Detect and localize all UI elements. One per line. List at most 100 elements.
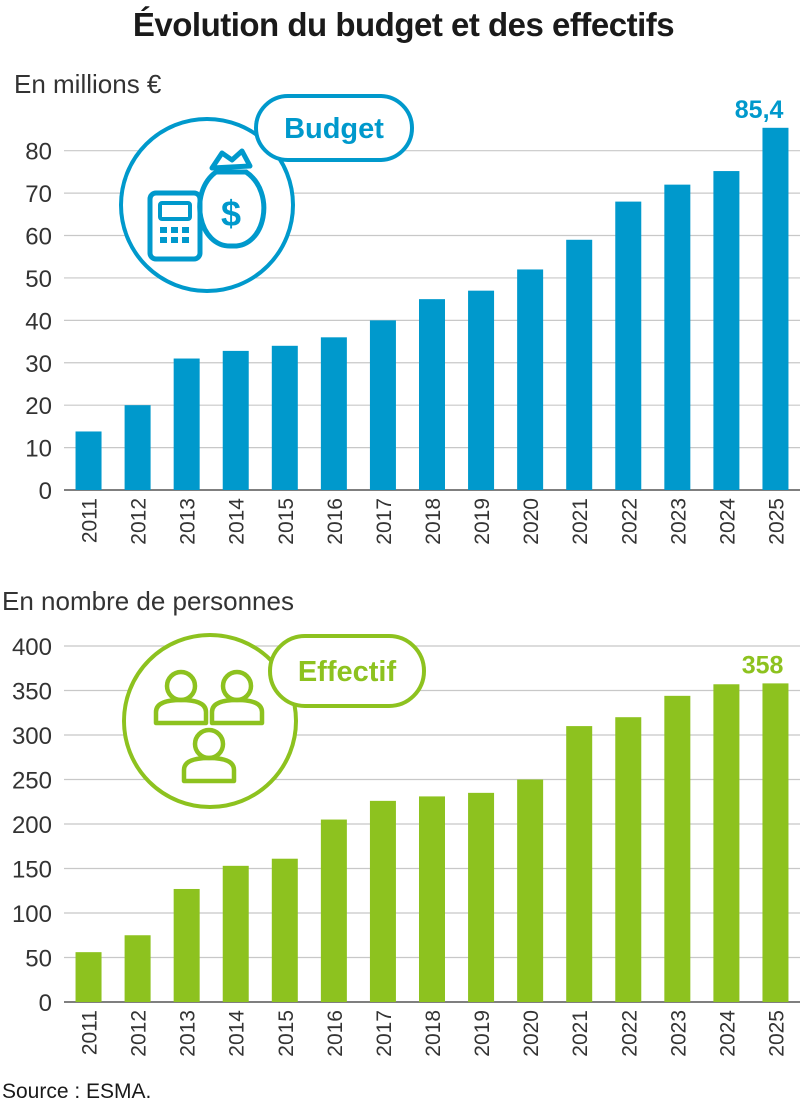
- staff-x-tick-label: 2019: [471, 1010, 494, 1057]
- budget-y-tick-label: 40: [25, 308, 52, 335]
- budget-x-tick-label: 2014: [226, 498, 249, 545]
- budget-badge-label: Budget: [284, 113, 384, 145]
- staff-y-tick-label: 200: [12, 812, 52, 839]
- staff-x-tick-label: 2011: [79, 1010, 102, 1055]
- staff-x-tick-label: 2015: [275, 1010, 298, 1057]
- staff-y-tick-label: 150: [12, 857, 52, 884]
- budget-y-tick-label: 60: [25, 224, 52, 251]
- staff-y-tick-label: 300: [12, 723, 52, 750]
- budget-bar: [419, 299, 445, 490]
- budget-x-ticks: 2011 2012 2013 2014 2015 2016 2017 2018 2019 2020…: [79, 498, 789, 545]
- budget-bar: [566, 239, 593, 490]
- staff-chart: En nombre de personnes 358 0 50 100 150 200 2…: [2, 586, 800, 1057]
- budget-value-label: 85,4: [735, 96, 784, 124]
- staff-badge-label: Effectif: [298, 656, 397, 688]
- budget-bars: 85,4: [75, 96, 789, 490]
- staff-bar: [762, 683, 789, 1002]
- budget-chart: En millions € 85,4 0 10 20 30 40 50 60 70 80 201…: [14, 69, 800, 545]
- budget-y-tick-label: 30: [25, 351, 52, 378]
- budget-bar: [124, 405, 151, 490]
- budget-x-tick-label: 2023: [667, 498, 690, 545]
- staff-x-tick-label: 2022: [618, 1010, 641, 1057]
- budget-unit-label: En millions €: [14, 69, 162, 99]
- budget-y-tick-label: 70: [25, 181, 52, 208]
- staff-y-tick-label: 50: [25, 946, 52, 973]
- budget-x-tick-label: 2015: [275, 498, 298, 545]
- staff-x-tick-label: 2025: [765, 1010, 788, 1057]
- staff-x-tick-label: 2014: [226, 1010, 249, 1057]
- budget-x-tick-label: 2021: [569, 498, 592, 545]
- budget-bar: [320, 337, 347, 490]
- staff-x-tick-label: 2021: [569, 1010, 592, 1057]
- staff-x-tick-label: 2013: [177, 1010, 200, 1057]
- budget-bar: [222, 350, 249, 490]
- budget-bar: [713, 171, 740, 490]
- staff-bar: [75, 952, 102, 1002]
- staff-bar: [271, 858, 298, 1002]
- source-note: Source : ESMA.: [2, 1080, 152, 1103]
- budget-bar: [762, 127, 789, 490]
- budget-y-tick-label: 20: [25, 393, 52, 420]
- staff-unit-label: En nombre de personnes: [2, 586, 294, 616]
- budget-y-tick-label: 0: [39, 478, 52, 505]
- budget-y-tick-label: 50: [25, 266, 52, 293]
- budget-bar: [517, 269, 544, 490]
- staff-x-tick-label: 2024: [716, 1010, 739, 1057]
- budget-bar: [468, 290, 495, 490]
- staff-x-tick-label: 2020: [520, 1010, 543, 1057]
- staff-y-tick-label: 350: [12, 679, 52, 706]
- budget-y-ticks: 0 10 20 30 40 50 60 70 80: [25, 139, 52, 505]
- staff-bar: [222, 865, 249, 1002]
- staff-bar: [615, 717, 642, 1002]
- page-title: Évolution du budget et des effectifs: [132, 6, 675, 43]
- staff-bar: [664, 695, 691, 1002]
- budget-bar: [75, 431, 102, 490]
- budget-badge: Budget $: [119, 94, 414, 293]
- staff-bar: [419, 796, 445, 1002]
- staff-y-tick-label: 100: [12, 901, 52, 928]
- staff-bar: [713, 684, 740, 1002]
- staff-x-tick-label: 2017: [373, 1010, 396, 1057]
- budget-x-tick-label: 2018: [422, 498, 445, 545]
- budget-x-tick-label: 2011: [79, 498, 102, 543]
- svg-text:$: $: [221, 193, 241, 234]
- budget-y-tick-label: 10: [25, 436, 52, 463]
- staff-badge: Effectif: [122, 633, 426, 809]
- staff-bar: [369, 800, 396, 1002]
- staff-x-ticks: 2011 2012 2013 2014 2015 2016 2017 2018 2019 2020…: [79, 1010, 789, 1057]
- budget-x-tick-label: 2024: [716, 498, 739, 545]
- budget-x-tick-label: 2012: [128, 498, 151, 545]
- staff-x-tick-label: 2016: [324, 1010, 347, 1057]
- staff-y-tick-label: 0: [39, 990, 52, 1017]
- budget-bar: [271, 345, 298, 490]
- budget-x-tick-label: 2013: [177, 498, 200, 545]
- staff-bar: [468, 792, 495, 1002]
- staff-value-label: 358: [742, 651, 784, 679]
- staff-bar: [566, 726, 593, 1002]
- staff-bar: [320, 819, 347, 1002]
- staff-badge-pill: [268, 634, 426, 708]
- staff-x-tick-label: 2018: [422, 1010, 445, 1057]
- staff-y-tick-label: 250: [12, 768, 52, 795]
- budget-badge-pill: [254, 94, 414, 162]
- staff-bar: [173, 888, 200, 1002]
- budget-x-tick-label: 2022: [618, 498, 641, 545]
- budget-y-tick-label: 80: [25, 139, 52, 166]
- staff-x-tick-label: 2023: [667, 1010, 690, 1057]
- staff-y-ticks: 0 50 100 150 200 250 300 350 400: [12, 634, 52, 1017]
- staff-x-tick-label: 2012: [128, 1010, 151, 1057]
- budget-x-tick-label: 2017: [373, 498, 396, 545]
- budget-x-tick-label: 2025: [765, 498, 788, 545]
- budget-bar: [664, 184, 691, 490]
- budget-x-tick-label: 2016: [324, 498, 347, 545]
- budget-bar: [615, 201, 642, 490]
- staff-bar: [124, 935, 151, 1002]
- staff-y-tick-label: 400: [12, 634, 52, 661]
- budget-bar: [369, 320, 396, 490]
- budget-x-tick-label: 2020: [520, 498, 543, 545]
- calculator-money-bag-icon: $: [147, 148, 267, 262]
- people-group-icon: [153, 669, 265, 784]
- budget-x-tick-label: 2019: [471, 498, 494, 545]
- staff-bars: 358: [75, 651, 789, 1002]
- budget-bar: [173, 358, 200, 490]
